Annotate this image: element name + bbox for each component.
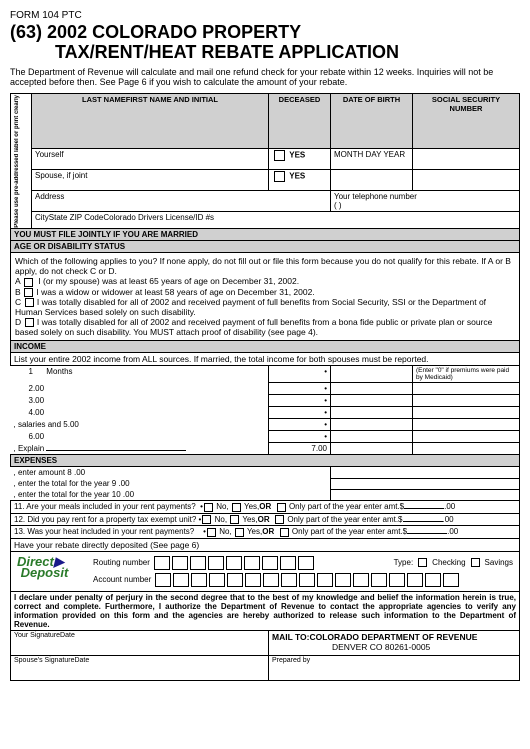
inc4b-val[interactable] [413, 407, 520, 419]
dd-text: Have your rebate directly deposited (See… [11, 538, 520, 551]
spouse-label: Spouse, if joint [32, 170, 269, 191]
perjury-text: I declare under penalty of perjury in th… [11, 591, 520, 630]
yourself-ssn[interactable] [413, 149, 520, 170]
inc2-val[interactable] [331, 383, 413, 395]
account-boxes[interactable] [155, 573, 459, 587]
yourself-deceased[interactable]: YES [269, 149, 331, 170]
hdr-ssn: SOCIAL SECURITY NUMBER [413, 93, 520, 149]
hdr-deceased: DECEASED [269, 93, 331, 149]
q11-no[interactable] [204, 503, 213, 512]
your-signature[interactable]: Your SignatureDate [11, 630, 269, 655]
age-section: Which of the following applies to you? I… [11, 253, 520, 341]
q12-part[interactable] [275, 515, 284, 524]
row-spouse: Spouse, if joint YES [11, 170, 520, 191]
income-row-1: 1 Months • (Enter "0" if premiums were p… [11, 366, 520, 383]
prepared-by[interactable]: Prepared by [269, 655, 520, 680]
inc7b-val[interactable] [413, 443, 520, 455]
name-header-row: Please use pre-addressed label or print … [11, 93, 520, 149]
dd-row: Direct▶ Deposit Routing number Type: Che… [11, 551, 520, 591]
mail-to: MAIL TO:COLORADO DEPARTMENT OF REVENUEDE… [269, 630, 520, 655]
opt-a[interactable]: A I (or my spouse) was at least 65 years… [15, 276, 515, 286]
spouse-signature[interactable]: Spouse's SignatureDate [11, 655, 269, 680]
account-label: Account number [93, 575, 151, 584]
joint-notice: YOU MUST FILE JOINTLY IF YOU ARE MARRIED [11, 229, 520, 241]
intro-text: The Department of Revenue will calculate… [10, 67, 520, 87]
spouse-dob[interactable] [331, 170, 413, 191]
hdr-dob: DATE OF BIRTH [331, 93, 413, 149]
expenses-header: EXPENSES [11, 455, 520, 467]
savings-box[interactable] [471, 558, 480, 567]
q13-part[interactable] [280, 528, 289, 537]
type-label: Type: [394, 558, 414, 567]
q12-no[interactable] [202, 515, 211, 524]
age-header: AGE OR DISABILITY STATUS [11, 241, 520, 253]
opt-b[interactable]: B I was a widow or widower at least 58 y… [15, 287, 515, 297]
form-code: FORM 104 PTC [10, 10, 520, 21]
q12-row: 12. Did you pay rent for a property tax … [11, 513, 520, 525]
inc6b-val[interactable] [413, 431, 520, 443]
inc6-val[interactable] [331, 431, 413, 443]
q13-yes[interactable] [235, 528, 244, 537]
inc4-val[interactable] [331, 407, 413, 419]
exp10-val[interactable] [331, 489, 520, 501]
income-header: INCOME [11, 341, 520, 353]
sig-row-2: Spouse's SignatureDate Prepared by [11, 655, 520, 680]
row-address: Address Your telephone number( ) [11, 191, 520, 212]
opt-c[interactable]: C I was totally disabled for all of 2002… [15, 297, 515, 317]
inc1-dot: • [269, 366, 331, 383]
yourself-dob[interactable]: MONTH DAY YEAR [331, 149, 413, 170]
age-intro: Which of the following applies to you? I… [15, 256, 515, 276]
q13-row: 13. Was your heat included in your rent … [11, 526, 520, 538]
income-row-2: 2.00• [11, 383, 520, 395]
opt-d[interactable]: D I was totally disabled for all of 2002… [15, 317, 515, 337]
q12-yes[interactable] [230, 515, 239, 524]
exp-row-8: , enter amount 8 .00 [11, 467, 520, 479]
income-row-7: , Explain 7.00 [11, 443, 520, 455]
spouse-deceased[interactable]: YES [269, 170, 331, 191]
title-main: COLORADO PROPERTY [92, 22, 301, 42]
income-intro: List your entire 2002 income from ALL so… [11, 353, 520, 366]
row-citystate: CityState ZIP CodeColorado Drivers Licen… [11, 212, 520, 229]
income-note: (Enter "0" if premiums were paid by Medi… [413, 366, 520, 383]
form-table: Please use pre-addressed label or print … [10, 93, 520, 681]
inc1-val[interactable] [331, 366, 413, 383]
hdr-last: LAST NAMEFIRST NAME AND INITIAL [32, 93, 269, 149]
exp9-val[interactable] [331, 478, 520, 489]
q13-no[interactable] [207, 528, 216, 537]
title-prefix: (63) [10, 22, 42, 42]
citystate-field[interactable]: CityState ZIP CodeColorado Drivers Licen… [32, 212, 520, 229]
side-label: Please use pre-addressed label or print … [14, 95, 20, 228]
inc7-val[interactable] [331, 443, 413, 455]
income-row-4: 4.00• [11, 407, 520, 419]
income-row-6: 6.00• [11, 431, 520, 443]
income-row-3: 3.00• [11, 395, 520, 407]
inc5b-val[interactable] [413, 419, 520, 431]
telephone-field[interactable]: Your telephone number( ) [331, 191, 520, 212]
inc3b-val[interactable] [413, 395, 520, 407]
address-field[interactable]: Address [32, 191, 331, 212]
q11-yes[interactable] [232, 503, 241, 512]
inc2b-val[interactable] [413, 383, 520, 395]
income-row-5: , salaries and 5.00• [11, 419, 520, 431]
exp-row-10: , enter the total for the year 10 .00 [11, 489, 520, 501]
title-year: 2002 [47, 22, 87, 42]
yourself-label: Yourself [32, 149, 269, 170]
routing-boxes[interactable] [154, 556, 314, 570]
title-sub: TAX/RENT/HEAT REBATE APPLICATION [55, 42, 399, 62]
row-yourself: Yourself YES MONTH DAY YEAR [11, 149, 520, 170]
inc3-val[interactable] [331, 395, 413, 407]
sig-row-1: Your SignatureDate MAIL TO:COLORADO DEPA… [11, 630, 520, 655]
direct-deposit-logo: Direct▶ Deposit [17, 556, 87, 579]
page-title: (63) 2002 COLORADO PROPERTY TAX/RENT/HEA… [10, 23, 520, 63]
exp-row-9: , enter the total for the year 9 .00 [11, 478, 520, 489]
q11-part[interactable] [277, 503, 286, 512]
routing-label: Routing number [93, 558, 150, 567]
spouse-ssn[interactable] [413, 170, 520, 191]
q11-row: 11. Are your meals included in your rent… [11, 501, 520, 513]
checking-box[interactable] [418, 558, 427, 567]
exp8-val[interactable] [331, 467, 520, 479]
inc5-val[interactable] [331, 419, 413, 431]
